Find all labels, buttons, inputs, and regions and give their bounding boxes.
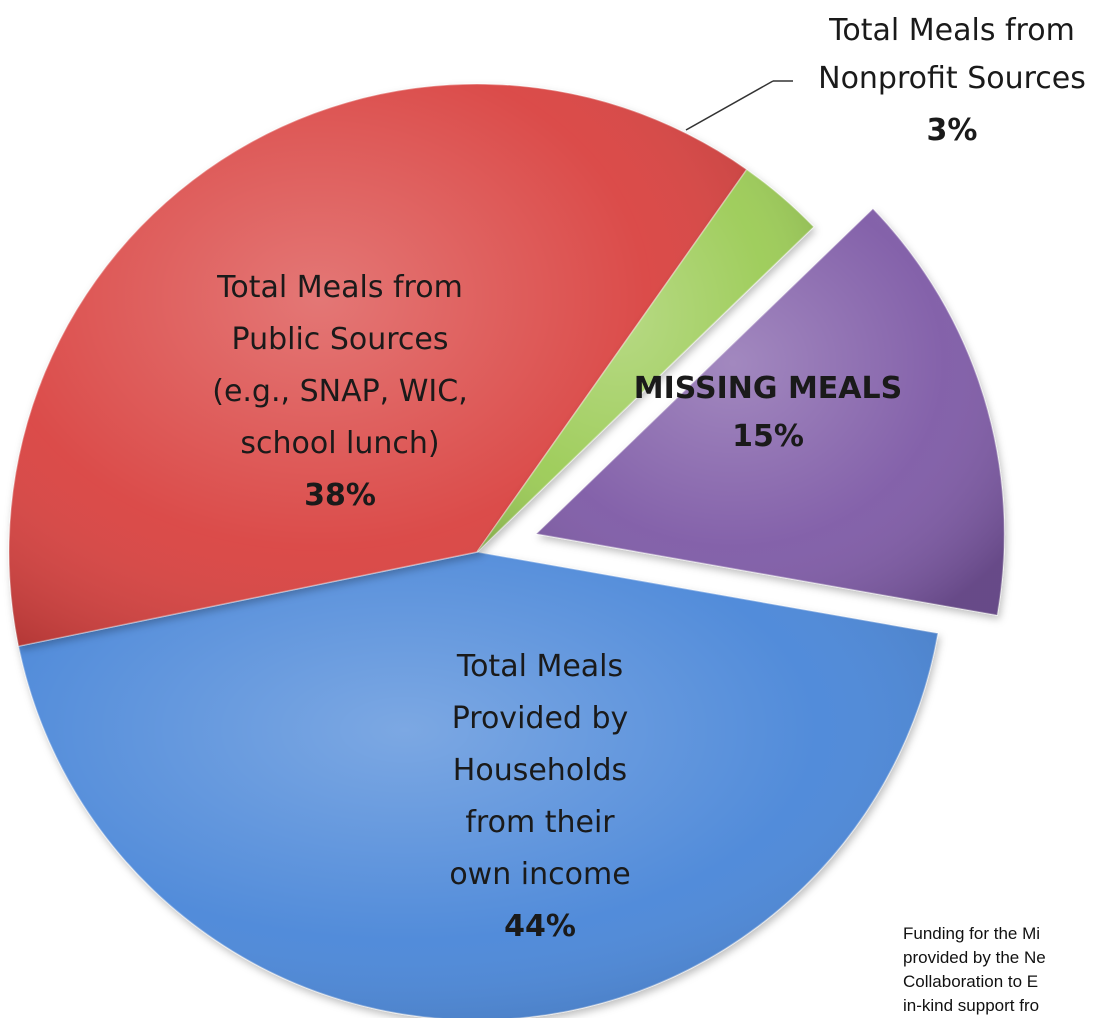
slice-label-line: Total Meals from (216, 270, 463, 305)
pie-slice-shading-public (9, 84, 747, 647)
slice-label-line: Households (453, 753, 627, 788)
funding-line: in-kind support fro (903, 996, 1040, 1015)
slice-label-households: Total Meals Provided by Households from the… (449, 649, 630, 892)
pie-slice-shading-missing (536, 208, 1005, 616)
funding-line: Collaboration to E (903, 972, 1039, 991)
slice-percent-missing: 15% (732, 419, 804, 454)
funding-footnote: Funding for the Mi provided by the Ne Co… (903, 922, 1110, 1018)
slice-label-line: (e.g., SNAP, WIC, (212, 374, 468, 409)
slice-label-nonprofit: Total Meals from Nonprofit Sources (818, 13, 1086, 96)
slice-label-line: Total Meals from (828, 13, 1075, 48)
funding-line: provided by the Ne (903, 948, 1046, 967)
nonprofit-leader-line (685, 80, 774, 131)
slice-label-line: Public Sources (232, 322, 449, 357)
pie-slice-shading-households (18, 552, 938, 1018)
slice-label-line: MISSING MEALS (634, 371, 903, 406)
slice-percent-nonprofit: 3% (927, 113, 978, 148)
slice-label-public: Total Meals from Public Sources (e.g., SNA… (212, 270, 468, 461)
slice-label-line: Provided by (452, 701, 629, 736)
slice-label-line: Nonprofit Sources (818, 61, 1086, 96)
slice-label-missing: MISSING MEALS (634, 371, 903, 406)
slice-label-line: own income (449, 857, 630, 892)
funding-line: Funding for the Mi (903, 924, 1041, 943)
slice-label-line: Total Meals (456, 649, 623, 684)
pie-slice-shading-nonprofit (477, 169, 814, 553)
slice-label-line: from their (465, 805, 615, 840)
slice-percent-public: 38% (304, 478, 376, 513)
slice-label-line: school lunch) (240, 426, 439, 461)
slice-percent-households: 44% (504, 909, 576, 944)
